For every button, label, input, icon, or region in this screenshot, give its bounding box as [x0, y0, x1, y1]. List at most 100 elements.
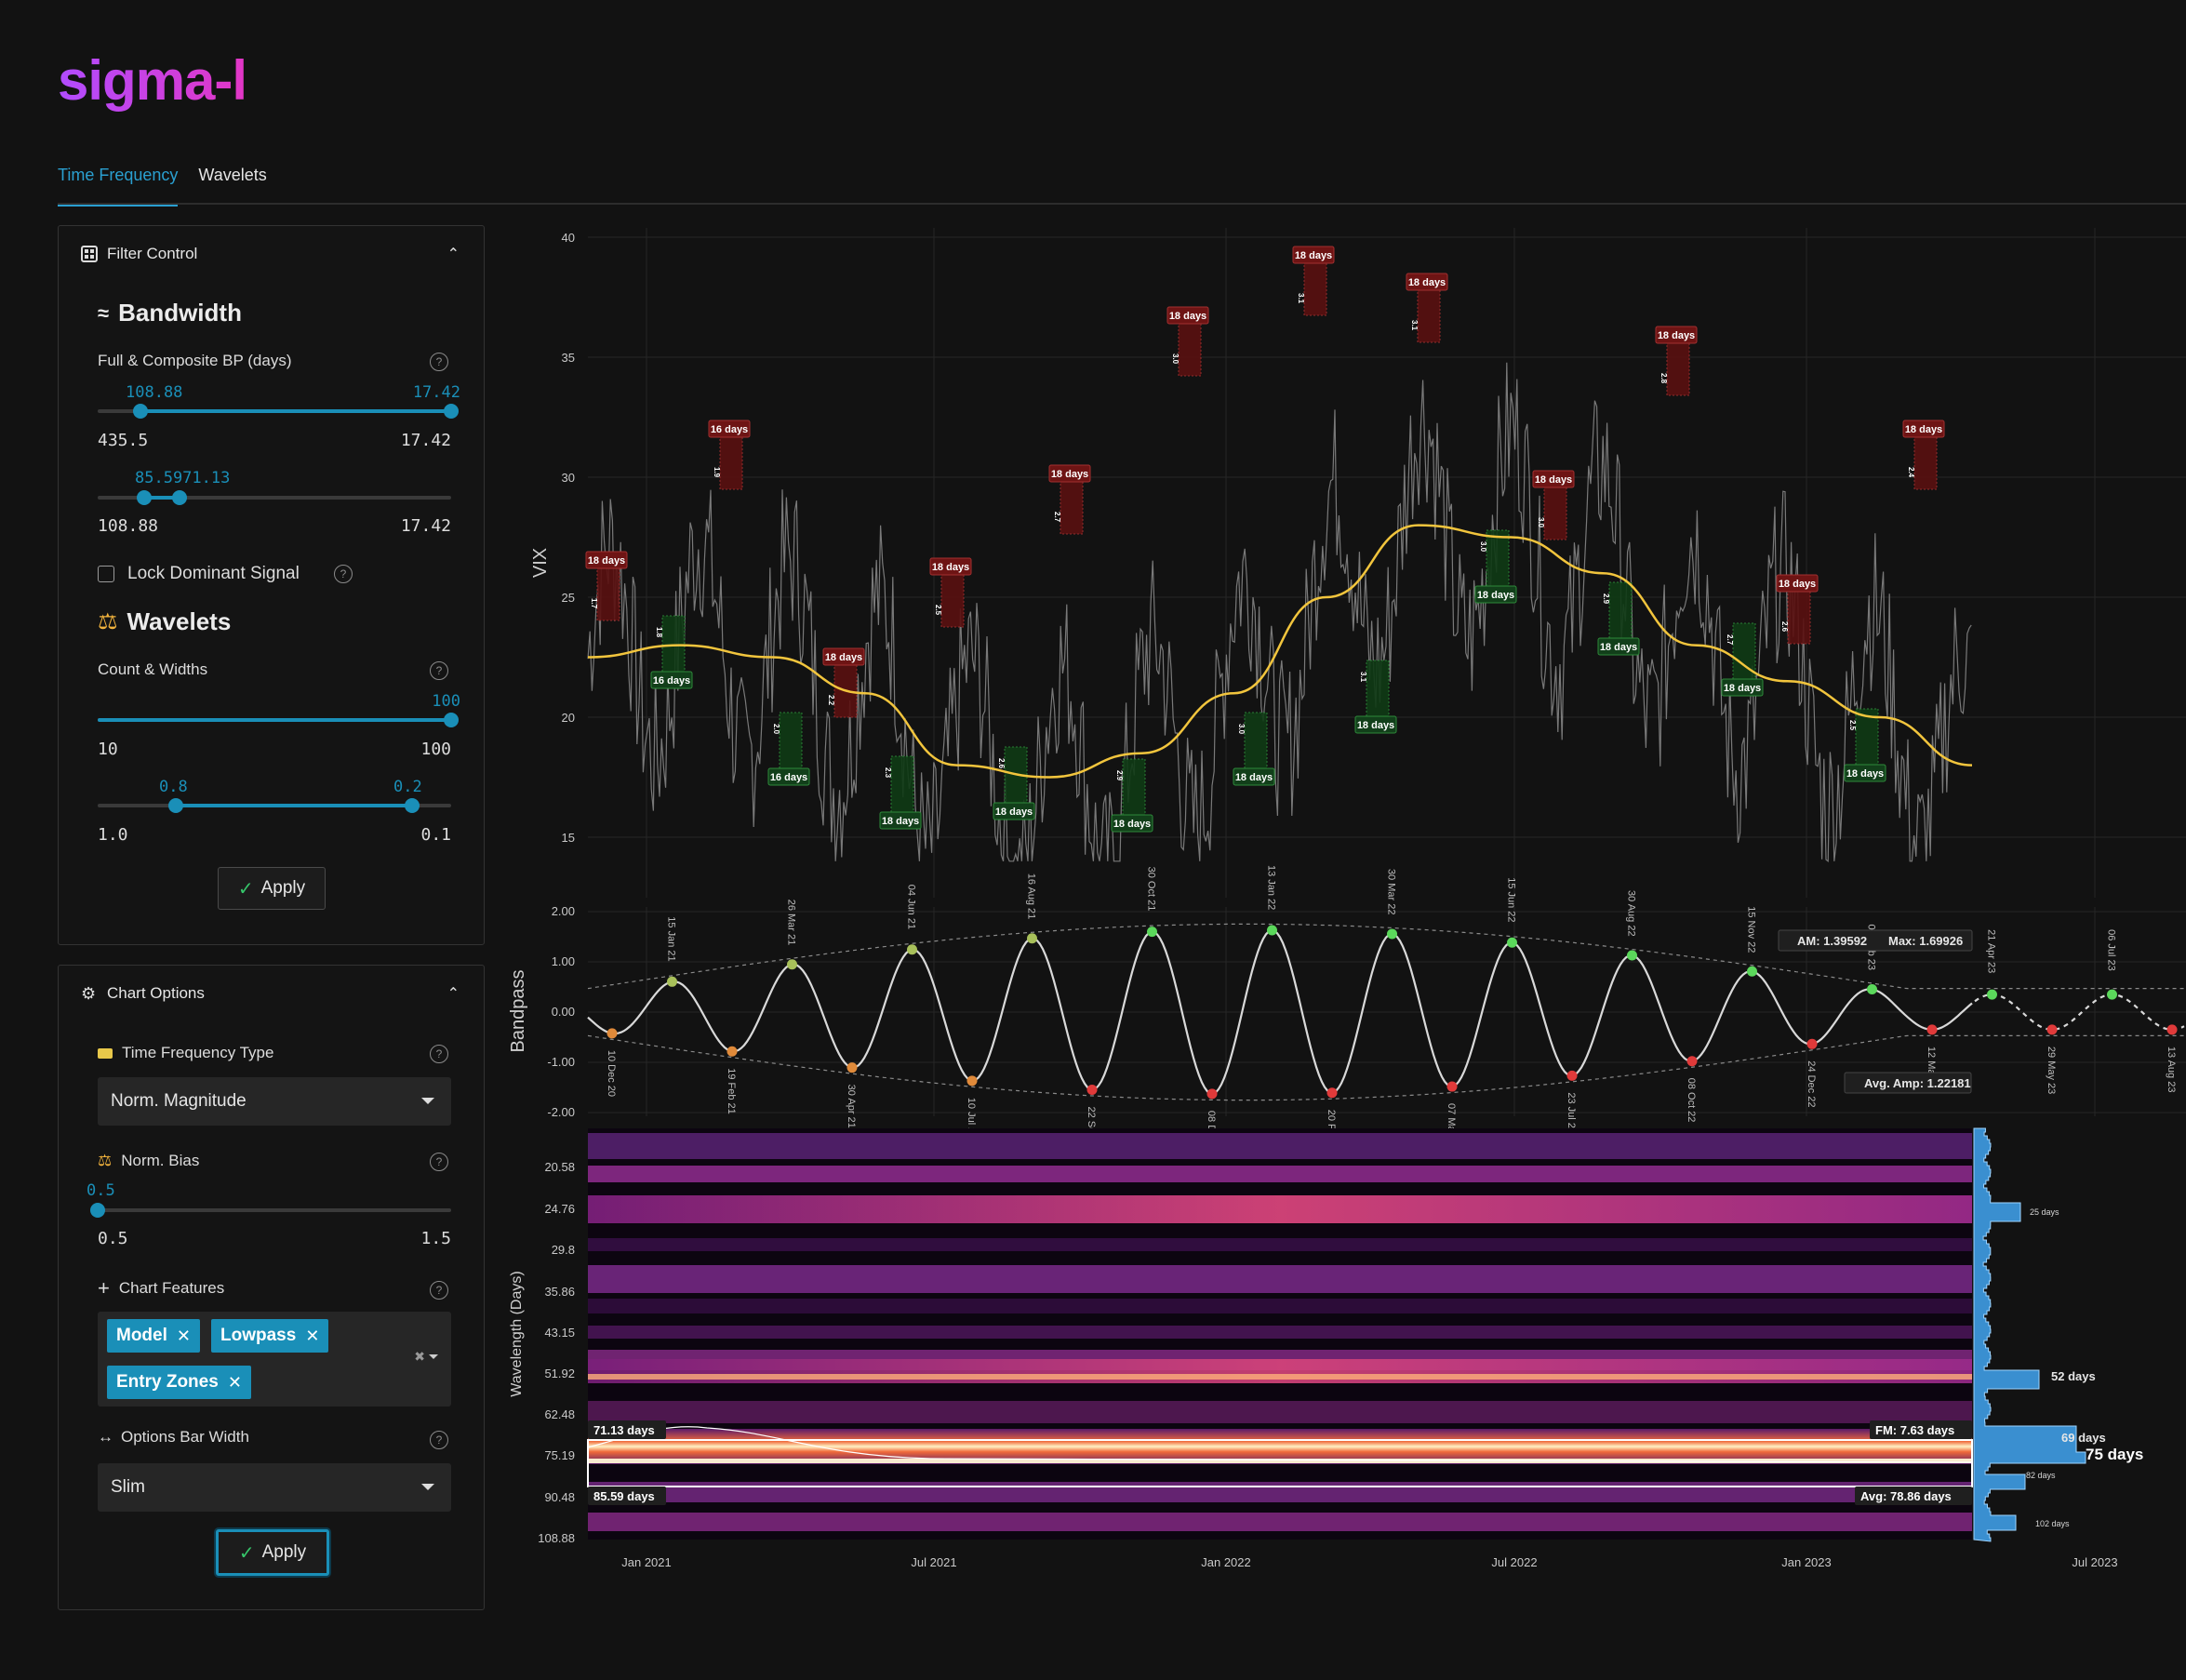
zone-red-label: 18 days	[932, 562, 969, 573]
hist-label: 69 days	[2061, 1431, 2106, 1445]
trough-marker	[1027, 933, 1037, 944]
feature-chip[interactable]: Entry Zones ✕	[107, 1366, 251, 1399]
bp-y-tick: 0.00	[552, 1005, 575, 1019]
feature-chip[interactable]: Model ✕	[107, 1319, 200, 1353]
help-icon[interactable]: ?	[430, 1153, 448, 1171]
bp-date-label: 13 Aug 23	[2166, 1047, 2177, 1093]
help-icon[interactable]: ?	[430, 1045, 448, 1063]
lock-dominant-checkbox[interactable]	[98, 566, 114, 582]
tf-type-select[interactable]: Norm. Magnitude	[98, 1077, 451, 1126]
envelope-upper	[587, 923, 2184, 990]
zone-green-label: 18 days	[1724, 683, 1761, 694]
hist-label: 52 days	[2051, 1369, 2096, 1383]
feature-chip[interactable]: Lowpass ✕	[211, 1319, 329, 1353]
clear-all-icon[interactable]: ✖	[414, 1349, 425, 1364]
zone-red-label: 18 days	[1535, 474, 1572, 486]
peak-marker	[2046, 1024, 2058, 1035]
zone-green-label-bg	[767, 767, 810, 786]
spectrogram-band	[588, 1359, 1972, 1383]
fm-tag: FM: 7.63 days	[1870, 1420, 1972, 1439]
zone-green-label: 18 days	[1600, 642, 1637, 653]
composite-slider-fill	[144, 496, 180, 500]
chart-options-apply-button[interactable]: ✓ Apply	[216, 1529, 329, 1576]
remove-icon[interactable]: ✕	[227, 1372, 242, 1392]
bandpass-y-label: Bandpass	[508, 970, 528, 1053]
count-slider-handle[interactable]	[444, 713, 459, 727]
bias-slider-handle[interactable]	[90, 1203, 105, 1218]
composite-slider-high-handle[interactable]	[172, 490, 187, 505]
peak-marker	[2166, 1024, 2178, 1035]
composite-slider-low-handle[interactable]	[137, 490, 152, 505]
chevron-up-icon[interactable]: ⌃	[447, 986, 460, 1002]
x-axis: Jan 2021 Jul 2021 Jan 2022 Jul 2022 Jan …	[621, 1555, 2117, 1569]
zone-red-label-bg	[1902, 420, 1945, 438]
wavelets-section: ⚖ Wavelets	[98, 607, 231, 636]
zone-red-tag: 2.6	[1780, 621, 1789, 633]
plus-icon: +	[98, 1276, 110, 1300]
bp-slider-high-handle[interactable]	[444, 404, 459, 419]
help-icon[interactable]: ?	[430, 1431, 448, 1449]
composite-slider-track[interactable]	[98, 490, 451, 505]
bandpass-grid	[588, 907, 2186, 1116]
filter-control-header[interactable]: Filter Control ⌃	[59, 226, 484, 282]
power-histogram	[1973, 1127, 2086, 1542]
bar-width-select[interactable]: Slim	[98, 1463, 451, 1512]
width-slider-low-handle[interactable]	[168, 798, 183, 813]
zone-red-label-bg	[822, 647, 865, 666]
caret-down-icon[interactable]	[429, 1354, 438, 1359]
count-slider-min: 10	[98, 740, 118, 759]
zone-red-label: 18 days	[1408, 277, 1446, 288]
bp-slider-low-handle[interactable]	[133, 404, 148, 419]
feature-chip-label: Entry Zones	[116, 1372, 219, 1392]
width-slider-high-handle[interactable]	[405, 798, 420, 813]
tab-time-frequency[interactable]: Time Frequency	[58, 166, 179, 207]
band-bottom-label: 85.59 days	[593, 1489, 655, 1503]
zone-green-tag: 3.0	[1237, 724, 1246, 735]
x-tick-label: Jul 2021	[911, 1555, 956, 1569]
bandpass-wave	[587, 928, 1973, 1095]
spec-y-tick: 62.48	[544, 1407, 575, 1421]
zone-green-box	[1486, 529, 1510, 587]
bandpass-date-labels: 10 Dec 20 15 Jan 21 19 Feb 21 26 Mar 21 30 A…	[606, 865, 2177, 1157]
price-grid	[588, 228, 2186, 898]
chart-options-header[interactable]: ⚙ Chart Options ⌃	[59, 966, 484, 1021]
zone-green-label-bg	[993, 802, 1035, 820]
help-icon[interactable]: ?	[430, 1281, 448, 1300]
chevron-up-icon[interactable]: ⌃	[447, 247, 460, 262]
bp-date-label: 30 Aug 22	[1626, 890, 1637, 937]
bp-slider-track[interactable]	[98, 404, 459, 419]
scales-icon: ⚖	[98, 609, 118, 634]
zone-red-box	[1178, 319, 1202, 377]
full-composite-label: Full & Composite BP (days)	[98, 352, 292, 369]
band-bottom-tag: 85.59 days	[588, 1487, 666, 1505]
tab-wavelets[interactable]: Wavelets	[198, 166, 267, 184]
x-tick-label: Jan 2023	[1781, 1555, 1832, 1569]
y-tick-label: 40	[562, 231, 575, 245]
zone-green-box	[1608, 581, 1633, 639]
features-multiselect[interactable]: Model ✕ Lowpass ✕ Entry Zones ✕ ✖	[98, 1312, 451, 1407]
bp-date-label: 15 Jan 21	[666, 916, 677, 961]
width-slider-min: 1.0	[98, 825, 128, 845]
help-icon[interactable]: ?	[430, 661, 448, 680]
zone-red-label-bg	[929, 557, 972, 576]
zone-red-box	[719, 433, 743, 490]
peak-marker	[846, 1062, 858, 1073]
remove-icon[interactable]: ✕	[176, 1326, 191, 1345]
remove-icon[interactable]: ✕	[305, 1326, 320, 1345]
bandwidth-section: ≈ Bandwidth	[98, 299, 242, 327]
check-icon: ✓	[238, 1542, 255, 1564]
zone-red-label: 18 days	[1051, 469, 1088, 480]
bias-slider-max: 1.5	[420, 1229, 451, 1248]
bp-slider-fill	[140, 409, 451, 413]
help-icon[interactable]: ?	[430, 353, 448, 371]
count-slider-track[interactable]	[98, 713, 459, 727]
selected-band-box[interactable]	[587, 1439, 1973, 1487]
y-tick-label: 15	[562, 831, 575, 845]
bias-slider-track[interactable]	[90, 1203, 451, 1218]
width-slider-track[interactable]	[98, 798, 451, 813]
zone-red-box	[833, 660, 858, 718]
help-icon[interactable]: ?	[334, 565, 353, 583]
filter-apply-button[interactable]: ✓ Apply	[218, 867, 326, 910]
zone-red-tag: 1.9	[713, 467, 721, 478]
